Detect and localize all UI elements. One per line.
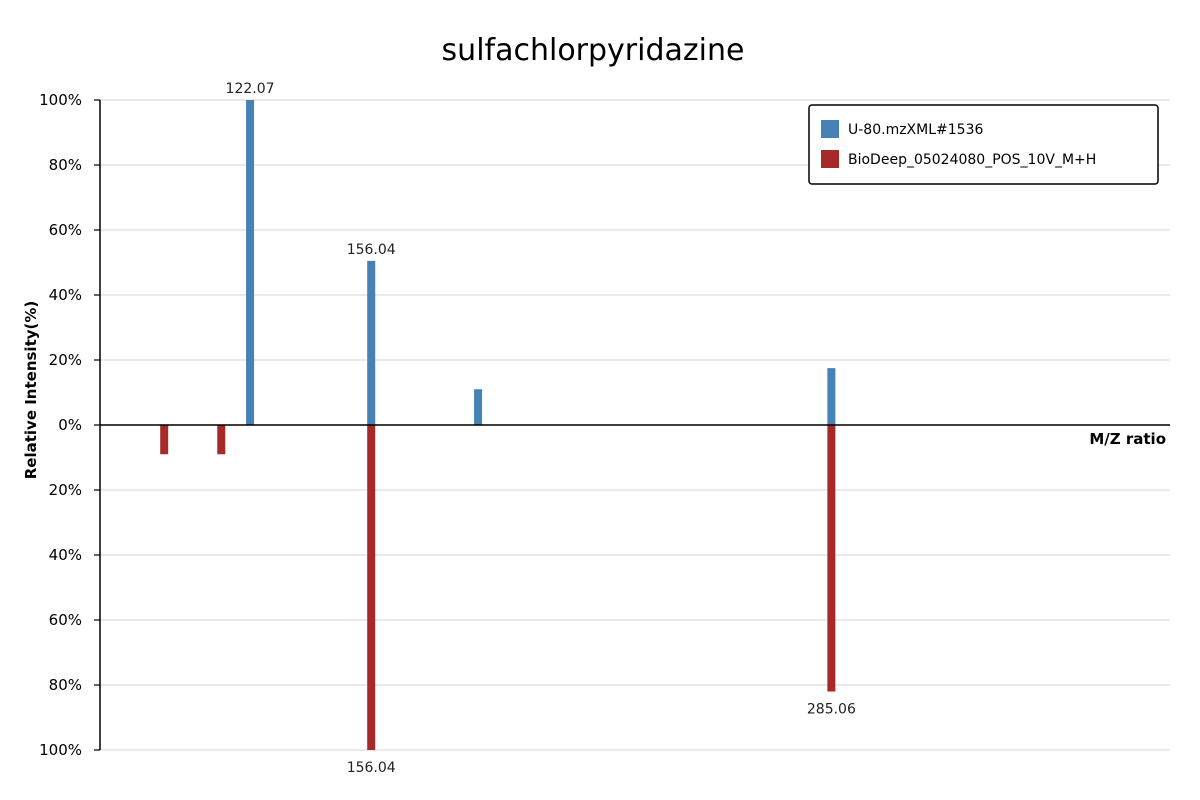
peak-bar <box>160 425 169 455</box>
peak-label: 285.06 <box>807 702 856 718</box>
y-tick-label: 60% <box>49 221 82 239</box>
legend-swatch <box>821 150 839 168</box>
peak-bar <box>217 425 226 455</box>
y-ticks: 100% 80% 60% 40% 20% 0% 20% 40% 60% 80% 100% <box>39 91 100 759</box>
peak-bar <box>827 425 836 692</box>
y-tick-label: 100% <box>39 91 82 109</box>
peak-bar <box>474 389 483 425</box>
legend: U-80.mzXML#1536 BioDeep_05024080_POS_10V_… <box>808 104 1159 185</box>
peak-bar <box>367 260 376 425</box>
axes-layer <box>99 100 1170 750</box>
peaks-layer <box>160 100 836 750</box>
x-axis-title: M/Z ratio <box>1089 430 1166 448</box>
y-tick-label: 100% <box>39 741 82 759</box>
y-tick-label: 20% <box>49 351 82 369</box>
legend-label: U-80.mzXML#1536 <box>848 122 983 138</box>
y-tick-label: 80% <box>49 676 82 694</box>
y-tick-label: 40% <box>49 286 82 304</box>
y-tick-label: 40% <box>49 546 82 564</box>
legend-swatch <box>821 120 839 138</box>
peak-bar <box>827 368 836 425</box>
y-tick-label: 0% <box>58 416 82 434</box>
y-tick-label: 60% <box>49 611 82 629</box>
y-axis-title: Relative Intensity(%) <box>22 301 40 480</box>
peak-label: 156.04 <box>347 242 396 258</box>
peak-bar <box>367 425 376 750</box>
peak-label: 156.04 <box>347 760 396 776</box>
peak-labels: 122.07 156.04 156.04 285.06 <box>226 81 856 776</box>
peak-bar <box>246 100 255 425</box>
y-tick-label: 80% <box>49 156 82 174</box>
peak-label: 122.07 <box>226 81 275 97</box>
chart-title: sulfachlorpyridazine <box>442 33 745 68</box>
legend-label: BioDeep_05024080_POS_10V_M+H <box>848 152 1096 168</box>
y-tick-label: 20% <box>49 481 82 499</box>
legend-box <box>808 104 1159 185</box>
